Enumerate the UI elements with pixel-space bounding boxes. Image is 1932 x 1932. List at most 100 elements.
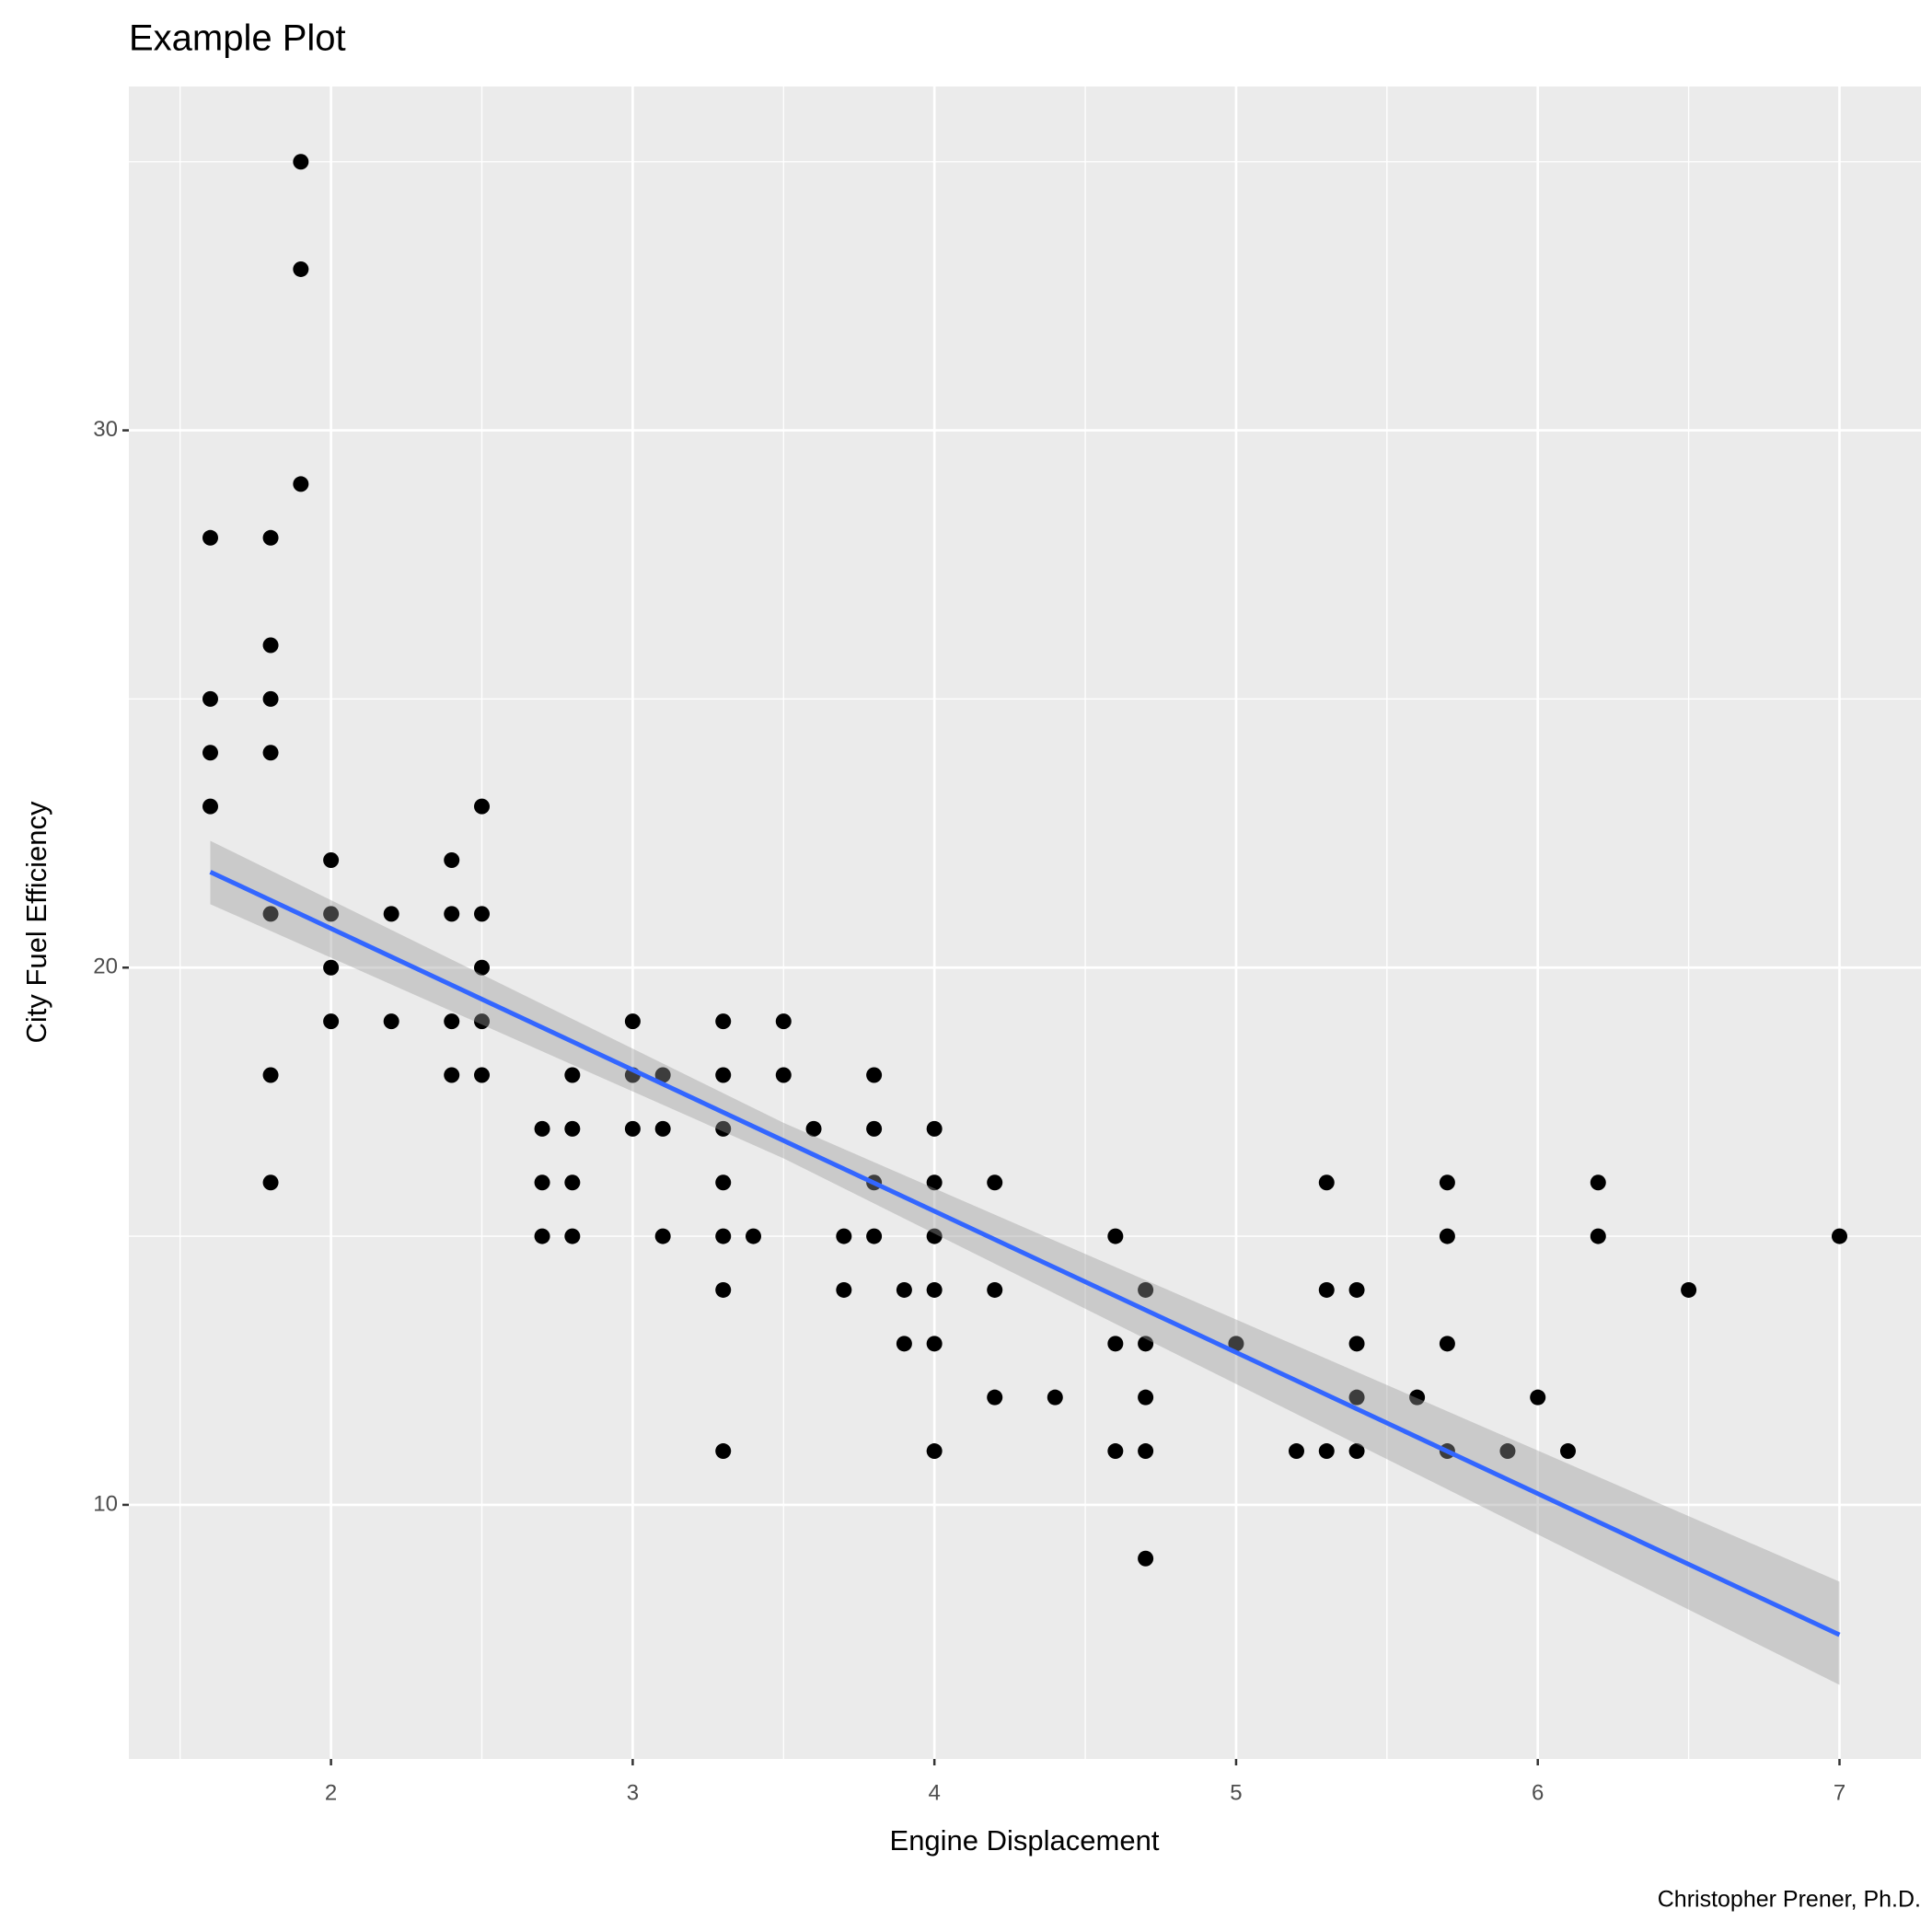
- confidence-band: [210, 840, 1840, 1685]
- point: [1138, 1443, 1154, 1460]
- point: [624, 1120, 641, 1137]
- point: [1318, 1443, 1335, 1460]
- point: [262, 1067, 279, 1083]
- point: [262, 529, 279, 546]
- point: [383, 1013, 399, 1030]
- point: [1530, 1389, 1546, 1406]
- point: [323, 852, 340, 869]
- point: [1439, 1228, 1455, 1244]
- point: [715, 1443, 732, 1460]
- point: [202, 690, 218, 707]
- point: [1107, 1336, 1124, 1352]
- point: [262, 1174, 279, 1191]
- point: [383, 906, 399, 922]
- point: [926, 1120, 943, 1137]
- point: [293, 476, 309, 492]
- y-axis-title: City Fuel Efficiency: [20, 801, 52, 1044]
- point: [1318, 1281, 1335, 1298]
- point: [1832, 1228, 1847, 1244]
- point: [474, 959, 490, 976]
- point: [866, 1228, 883, 1244]
- point: [1681, 1281, 1697, 1298]
- point: [1228, 1336, 1244, 1352]
- x-tick-label: 6: [1532, 1780, 1544, 1805]
- point: [474, 906, 490, 922]
- point: [262, 745, 279, 761]
- point: [987, 1174, 1003, 1191]
- point: [1047, 1389, 1063, 1406]
- point: [926, 1443, 943, 1460]
- point: [262, 906, 279, 922]
- x-tick-label: 7: [1834, 1780, 1845, 1805]
- point: [1138, 1336, 1154, 1352]
- point: [866, 1120, 883, 1137]
- point: [836, 1281, 852, 1298]
- point: [715, 1281, 732, 1298]
- point: [323, 959, 340, 976]
- point: [323, 1013, 340, 1030]
- point: [926, 1336, 943, 1352]
- point: [1409, 1389, 1426, 1406]
- point: [444, 906, 460, 922]
- point: [624, 1013, 641, 1030]
- point: [654, 1067, 671, 1083]
- point: [1590, 1228, 1606, 1244]
- point: [987, 1281, 1003, 1298]
- point: [444, 852, 460, 869]
- point: [1439, 1174, 1455, 1191]
- point: [564, 1174, 581, 1191]
- point: [202, 798, 218, 815]
- point: [1138, 1389, 1154, 1406]
- point: [1348, 1336, 1365, 1352]
- point: [564, 1228, 581, 1244]
- point: [202, 529, 218, 546]
- point: [444, 1067, 460, 1083]
- point: [1107, 1443, 1124, 1460]
- caption: Christopher Prener, Ph.D.: [1658, 1887, 1921, 1913]
- point: [654, 1228, 671, 1244]
- point: [926, 1174, 943, 1191]
- point: [715, 1174, 732, 1191]
- x-tick-label: 5: [1230, 1780, 1242, 1805]
- point: [1560, 1443, 1576, 1460]
- point: [1439, 1336, 1455, 1352]
- y-tick-label: 10: [93, 1491, 118, 1516]
- point: [1318, 1174, 1335, 1191]
- point: [715, 1013, 732, 1030]
- point: [534, 1228, 550, 1244]
- point: [293, 260, 309, 277]
- point: [715, 1067, 732, 1083]
- point: [654, 1120, 671, 1137]
- point: [866, 1067, 883, 1083]
- point: [1499, 1443, 1516, 1460]
- panel: [129, 87, 1921, 1759]
- point: [262, 637, 279, 654]
- point: [1138, 1550, 1154, 1567]
- point: [805, 1120, 822, 1137]
- point: [896, 1281, 912, 1298]
- point: [534, 1120, 550, 1137]
- point: [1348, 1389, 1365, 1406]
- point: [534, 1174, 550, 1191]
- point: [474, 1013, 490, 1030]
- point: [1138, 1281, 1154, 1298]
- x-tick-label: 2: [325, 1780, 337, 1805]
- point: [775, 1013, 792, 1030]
- point: [1590, 1174, 1606, 1191]
- point: [775, 1067, 792, 1083]
- point: [202, 745, 218, 761]
- point: [262, 690, 279, 707]
- point: [474, 798, 490, 815]
- point: [926, 1281, 943, 1298]
- point: [564, 1067, 581, 1083]
- point: [293, 154, 309, 170]
- x-tick-label: 3: [627, 1780, 639, 1805]
- point: [896, 1336, 912, 1352]
- x-axis-title: Engine Displacement: [890, 1824, 1160, 1857]
- point: [746, 1228, 761, 1244]
- chart-title: Example Plot: [129, 18, 346, 59]
- point: [926, 1228, 943, 1244]
- point: [564, 1120, 581, 1137]
- point: [1107, 1228, 1124, 1244]
